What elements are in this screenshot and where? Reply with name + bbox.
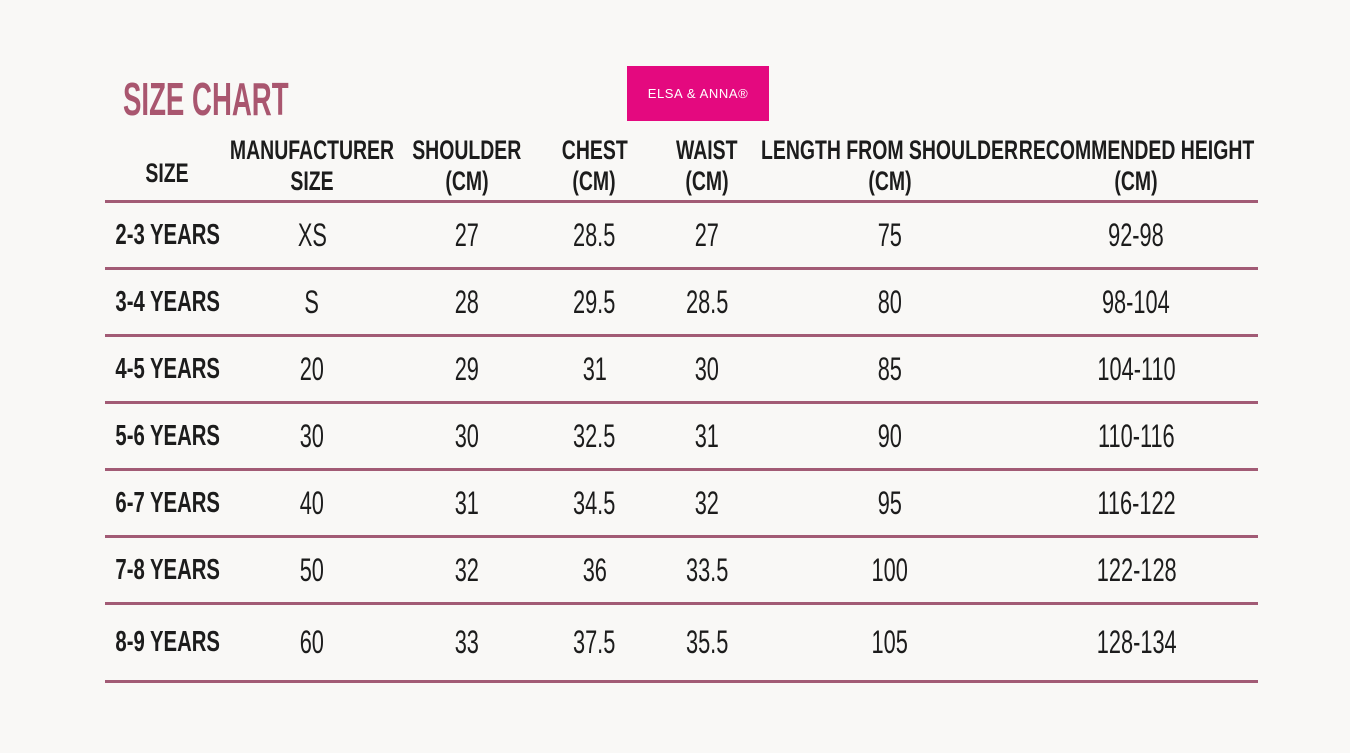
cell-waist-cm: 33.5 [685, 551, 729, 588]
column-header-length-from-shoulder-cm: LENGTH FROM SHOULDER (CM) [761, 135, 1019, 196]
cell-manufacturer-size: XS [297, 216, 327, 253]
table-header-row: SIZE MANUFACTURER SIZE SHOULDER (CM) CHE… [105, 135, 1258, 203]
cell-chest-cm: 29.5 [573, 283, 616, 320]
table-row: 3-4 YEARS S 28 29.5 28.5 80 98-104 [105, 270, 1258, 337]
cell-length-from-shoulder-cm: 85 [877, 350, 902, 387]
cell-chest-cm: 36 [582, 551, 607, 588]
cell-length-from-shoulder-cm: 105 [871, 624, 908, 660]
cell-recommended-height-cm: 122-128 [1096, 551, 1177, 588]
table-row: 2-3 YEARS XS 27 28.5 27 75 92-98 [105, 203, 1258, 270]
table-row: 4-5 YEARS 20 29 31 30 85 104-110 [105, 337, 1258, 404]
cell-recommended-height-cm: 116-122 [1097, 484, 1176, 521]
cell-chest-cm: 32.5 [573, 417, 616, 454]
cell-manufacturer-size: 50 [299, 551, 325, 588]
cell-shoulder-cm: 30 [454, 417, 480, 454]
column-header-recommended-height-cm: RECOMMENDED HEIGHT (CM) [1018, 135, 1255, 196]
cell-size: 2-3 YEARS [114, 218, 220, 251]
cell-length-from-shoulder-cm: 90 [877, 417, 902, 454]
table-row: 6-7 YEARS 40 31 34.5 32 95 116-122 [105, 471, 1258, 538]
cell-shoulder-cm: 29 [454, 350, 480, 387]
cell-size: 3-4 YEARS [114, 285, 220, 318]
cell-waist-cm: 27 [694, 216, 719, 253]
cell-waist-cm: 31 [694, 417, 719, 454]
table-row: 5-6 YEARS 30 30 32.5 31 90 110-116 [105, 404, 1258, 471]
cell-waist-cm: 30 [694, 350, 719, 387]
cell-length-from-shoulder-cm: 100 [871, 551, 908, 588]
cell-size: 8-9 YEARS [114, 626, 220, 658]
cell-shoulder-cm: 31 [454, 484, 480, 521]
cell-waist-cm: 28.5 [685, 283, 729, 320]
column-header-size: SIZE [145, 158, 189, 188]
cell-recommended-height-cm: 92-98 [1108, 216, 1165, 253]
column-header-manufacturer-size: MANUFACTURER SIZE [229, 135, 395, 196]
cell-length-from-shoulder-cm: 95 [877, 484, 902, 521]
cell-chest-cm: 31 [582, 350, 607, 387]
cell-size: 6-7 YEARS [114, 486, 220, 519]
column-header-waist-cm: WAIST (CM) [676, 135, 738, 196]
page-title-text: SIZE CHART [123, 73, 289, 125]
table-row: 8-9 YEARS 60 33 37.5 35.5 105 128-134 [105, 605, 1258, 683]
cell-size: 7-8 YEARS [114, 553, 220, 586]
table-row: 7-8 YEARS 50 32 36 33.5 100 122-128 [105, 538, 1258, 605]
size-table: SIZE MANUFACTURER SIZE SHOULDER (CM) CHE… [105, 135, 1258, 683]
brand-badge: ELSA & ANNA® [627, 66, 769, 121]
cell-recommended-height-cm: 104-110 [1097, 350, 1176, 387]
cell-size: 4-5 YEARS [114, 352, 220, 385]
column-header-chest-cm: CHEST (CM) [561, 135, 628, 196]
cell-manufacturer-size: S [304, 283, 320, 320]
page-title: SIZE CHART [123, 76, 399, 122]
cell-recommended-height-cm: 98-104 [1102, 283, 1171, 320]
cell-shoulder-cm: 27 [454, 216, 480, 253]
cell-shoulder-cm: 28 [454, 283, 480, 320]
cell-waist-cm: 32 [694, 484, 719, 521]
cell-length-from-shoulder-cm: 80 [877, 283, 902, 320]
cell-manufacturer-size: 40 [299, 484, 325, 521]
cell-recommended-height-cm: 128-134 [1096, 624, 1177, 660]
cell-chest-cm: 28.5 [573, 216, 616, 253]
brand-badge-label: ELSA & ANNA® [647, 86, 749, 101]
cell-length-from-shoulder-cm: 75 [877, 216, 902, 253]
cell-size: 5-6 YEARS [114, 419, 220, 452]
cell-recommended-height-cm: 110-116 [1097, 417, 1175, 454]
cell-manufacturer-size: 20 [299, 350, 325, 387]
cell-manufacturer-size: 60 [299, 624, 325, 660]
cell-waist-cm: 35.5 [685, 624, 729, 660]
cell-shoulder-cm: 32 [454, 551, 480, 588]
cell-manufacturer-size: 30 [299, 417, 325, 454]
cell-chest-cm: 34.5 [573, 484, 616, 521]
column-header-shoulder-cm: SHOULDER (CM) [412, 135, 522, 196]
cell-chest-cm: 37.5 [573, 624, 616, 660]
cell-shoulder-cm: 33 [454, 624, 480, 660]
